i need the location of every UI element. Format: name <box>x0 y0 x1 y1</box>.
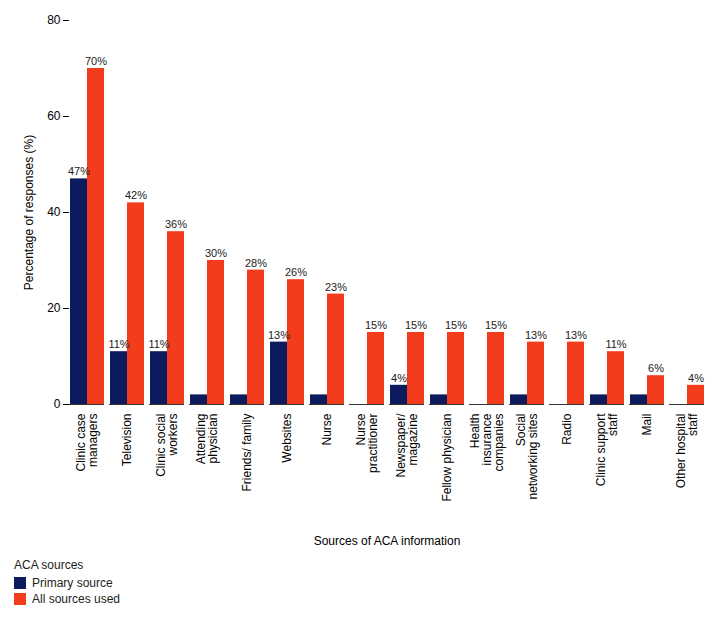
svg-text:13%: 13% <box>268 329 290 341</box>
svg-text:Clinic socialworkers: Clinic socialworkers <box>154 414 180 477</box>
html-text:ACA sources: ACA sources <box>14 558 84 572</box>
svg-text:Nursepractitioner: Nursepractitioner <box>354 413 380 473</box>
svg-text:Attendingphysician: Attendingphysician <box>194 414 220 465</box>
svg-text:Healthinsurancecompanies: Healthinsurancecompanies <box>468 413 506 471</box>
svg-text:15%: 15% <box>485 319 507 331</box>
svg-text:Radio: Radio <box>560 413 574 445</box>
svg-text:13%: 13% <box>525 329 547 341</box>
svg-text:23%: 23% <box>325 281 347 293</box>
svg-text:Clinic casemanagers: Clinic casemanagers <box>74 413 100 471</box>
svg-text:11%: 11% <box>605 338 626 350</box>
svg-text:Clinic supportstaff: Clinic supportstaff <box>594 413 620 486</box>
svg-text:Websites: Websites <box>280 414 294 463</box>
svg-text:4%: 4% <box>688 372 704 384</box>
svg-text:Socialnetworking sites: Socialnetworking sites <box>514 414 540 500</box>
svg-text:80: 80 <box>47 13 61 27</box>
svg-text:4%: 4% <box>391 372 407 384</box>
svg-text:36%: 36% <box>165 218 187 230</box>
svg-text:11%: 11% <box>108 338 129 350</box>
svg-text:0: 0 <box>54 397 61 411</box>
svg-text:Percentage of responses (%): Percentage of responses (%) <box>22 135 36 290</box>
svg-text:30%: 30% <box>205 247 227 259</box>
svg-text:28%: 28% <box>245 257 267 269</box>
svg-text:Other hospitalstaff: Other hospitalstaff <box>674 413 700 488</box>
svg-text:15%: 15% <box>445 319 467 331</box>
svg-text:Newspaper/magazine: Newspaper/magazine <box>394 413 420 478</box>
svg-text:13%: 13% <box>565 329 587 341</box>
svg-text:15%: 15% <box>365 319 387 331</box>
svg-text:20: 20 <box>47 301 61 315</box>
svg-text:60: 60 <box>47 109 61 123</box>
svg-text:Television: Television <box>120 414 134 467</box>
svg-text:Nurse: Nurse <box>320 413 334 445</box>
svg-text:42%: 42% <box>125 189 147 201</box>
svg-text:40: 40 <box>47 205 61 219</box>
svg-text:26%: 26% <box>285 266 307 278</box>
svg-text:15%: 15% <box>405 319 427 331</box>
svg-text:70%: 70% <box>85 55 107 67</box>
svg-text:Sources of ACA information: Sources of ACA information <box>314 534 461 548</box>
html-text:Primary source: Primary source <box>32 576 113 590</box>
svg-text:47%: 47% <box>68 165 90 177</box>
svg-text:Mail: Mail <box>640 414 654 436</box>
svg-text:11%: 11% <box>148 338 169 350</box>
svg-text:6%: 6% <box>648 362 664 374</box>
svg-text:Fellow physician: Fellow physician <box>440 414 454 502</box>
svg-text:Friends/ family: Friends/ family <box>240 414 254 492</box>
html-text:All sources used: All sources used <box>32 592 120 606</box>
